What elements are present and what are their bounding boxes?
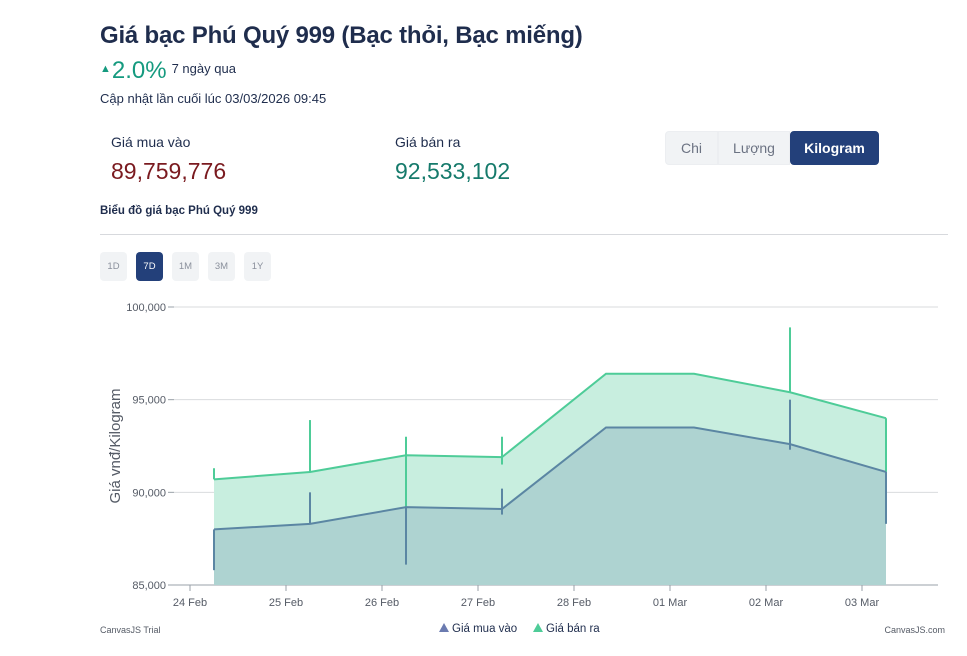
page-title: Giá bạc Phú Quý 999 (Bạc thỏi, Bạc miếng… [100,22,583,49]
x-tick-label: 28 Feb [557,597,591,609]
range-7d-button[interactable]: 7D [136,252,163,281]
range-3m-button[interactable]: 3M [208,252,235,281]
chart-heading: Biểu đồ giá bạc Phú Quý 999 [100,205,258,217]
x-tick-label: 26 Feb [365,597,399,609]
divider [100,234,948,235]
series-line [213,372,887,481]
unit-chi-button[interactable]: Chi [665,131,718,165]
y-tick-label: 90,000 [132,487,166,499]
price-change: ▲ 2.0% 7 ngày qua [100,57,236,85]
legend-triangle-icon [439,623,449,632]
buy-price-value: 89,759,776 [111,158,227,184]
legend-triangle-icon [533,623,543,632]
unit-selector: Chi Lượng Kilogram [665,131,879,165]
sell-price-value: 92,533,102 [395,158,511,184]
range-selector: 1D 7D 1M 3M 1Y [100,252,271,281]
x-tick-label: 02 Mar [749,597,784,609]
y-axis-title: Giá vnđ/Kilogram [107,388,124,503]
sell-price-label: Giá bán ra [395,134,461,150]
series-line [213,426,887,531]
range-1d-button[interactable]: 1D [100,252,127,281]
change-period: 7 ngày qua [171,61,236,76]
range-1m-button[interactable]: 1M [172,252,199,281]
buy-price-label: Giá mua vào [111,134,191,150]
y-tick-label: 95,000 [132,395,166,407]
up-arrow-icon: ▲ [100,63,111,75]
chart-credit-right[interactable]: CanvasJS.com [884,625,945,635]
y-tick-label: 100,000 [126,302,166,314]
x-tick-label: 03 Mar [845,597,880,609]
range-1y-button[interactable]: 1Y [244,252,271,281]
series-area [214,427,886,585]
x-tick-label: 27 Feb [461,597,495,609]
unit-kilogram-button[interactable]: Kilogram [790,131,879,165]
x-tick-label: 24 Feb [173,597,207,609]
last-updated: Cập nhật lần cuối lúc 03/03/2026 09:45 [100,91,327,106]
legend-label: Giá bán ra [546,623,600,635]
y-tick-label: 85,000 [132,580,166,592]
x-tick-label: 01 Mar [653,597,688,609]
unit-luong-button[interactable]: Lượng [718,131,790,165]
change-percent: 2.0% [111,57,167,84]
legend-label: Giá mua vào [452,623,517,635]
x-tick-label: 25 Feb [269,597,303,609]
chart-credit-left[interactable]: CanvasJS Trial [100,625,161,635]
